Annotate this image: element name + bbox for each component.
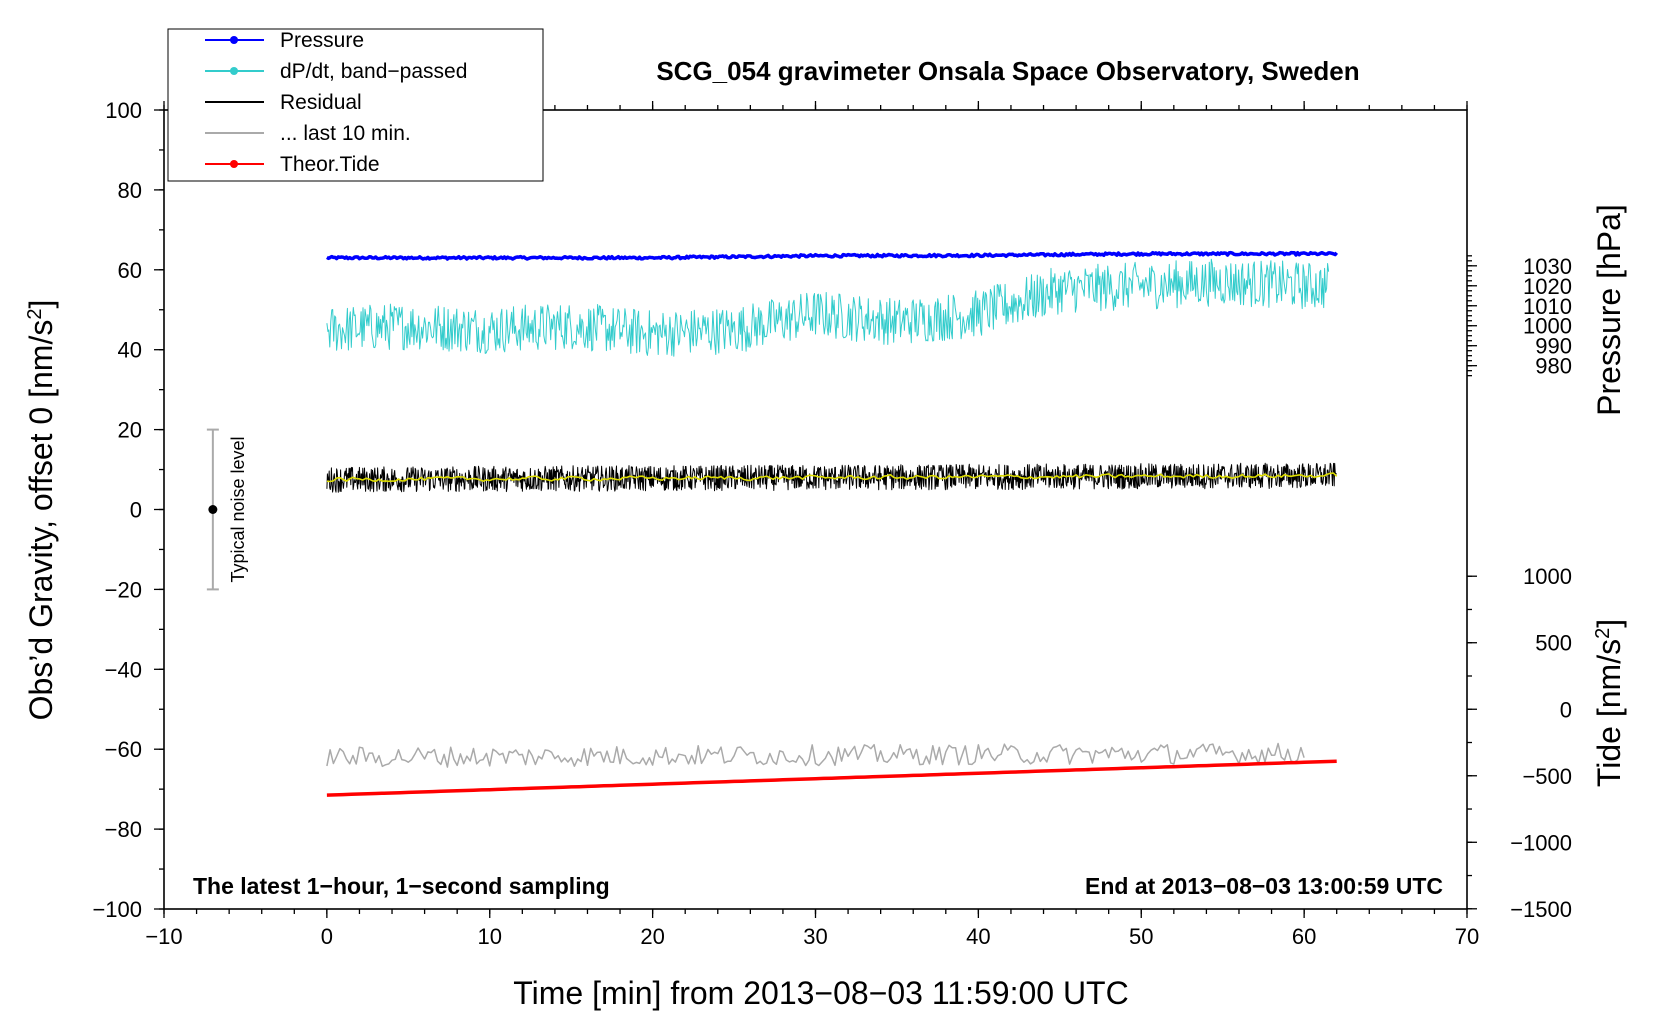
residual-smoothed-series	[326, 472, 1338, 483]
x-tick-label: −10	[145, 924, 182, 949]
legend-label: Pressure	[280, 29, 364, 52]
pressure-tick-label: 1000	[1523, 314, 1572, 339]
note-end-time: End at 2013−08−03 13:00:59 UTC	[1085, 873, 1443, 899]
series-group	[206, 250, 1339, 797]
tide-tick-label: −500	[1522, 764, 1572, 789]
y-axis-title: Obs’d Gravity, offset 0 [nm/s2]	[23, 300, 59, 721]
y-tick-label: 40	[118, 338, 142, 363]
legend-label: Residual	[280, 91, 362, 114]
tide-tick-label: −1000	[1510, 830, 1572, 855]
x-tick-label: 40	[966, 924, 990, 949]
pressure-tick-label: 1020	[1523, 274, 1572, 299]
pressure-tick-label: 990	[1535, 334, 1572, 359]
note-sampling: The latest 1−hour, 1−second sampling	[193, 873, 610, 899]
pressure-series	[326, 250, 1339, 261]
y-tick-label: −40	[105, 657, 142, 682]
legend-box	[167, 28, 544, 182]
pressure-tick-label: 1030	[1523, 254, 1572, 279]
x-tick-label: 20	[640, 924, 664, 949]
tide-axis-title: Tide [nm/s2]	[1591, 619, 1627, 787]
x-tick-label: 50	[1129, 924, 1153, 949]
noise-bar-label: Typical noise level	[228, 436, 248, 582]
legend-marker	[230, 67, 238, 75]
last-10-min-series	[326, 742, 1305, 768]
x-tick-label: 10	[478, 924, 502, 949]
y-tick-label: 20	[118, 418, 142, 443]
x-tick-label: 30	[803, 924, 827, 949]
y-tick-label: −100	[92, 897, 142, 922]
tide-tick-label: 0	[1560, 697, 1572, 722]
y-tick-label: 80	[118, 178, 142, 203]
legend-label: ... last 10 min.	[280, 122, 411, 145]
x-axis-title: Time [min] from 2013−08−03 11:59:00 UTC	[513, 975, 1128, 1011]
y-tick-label: −80	[105, 817, 142, 842]
y-tick-label: 60	[118, 258, 142, 283]
legend-marker	[230, 160, 238, 168]
tide-tick-label: −1500	[1510, 897, 1572, 922]
legend: Pressure dP/dt, band−passed Residual ... la…	[167, 28, 544, 182]
noise-bar-dot	[208, 505, 218, 514]
y-tick-label: −60	[105, 737, 142, 762]
legend-label: Theor.Tide	[280, 153, 380, 176]
dpdt-series	[326, 258, 1330, 357]
theor-tide-series	[326, 759, 1337, 797]
tide-tick-label: 500	[1535, 631, 1572, 656]
y-tick-label: 0	[130, 498, 142, 523]
y-tick-label: −20	[105, 577, 142, 602]
pressure-axis-title: Pressure [hPa]	[1591, 204, 1627, 416]
pressure-tick-label: 980	[1535, 354, 1572, 379]
y-tick-label: 100	[105, 98, 142, 123]
text-group: SCG_054 gravimeter Onsala Space Observat…	[23, 56, 1627, 1011]
pressure-tick-label: 1010	[1523, 294, 1572, 319]
x-tick-label: 60	[1292, 924, 1316, 949]
plot-frame	[163, 109, 1468, 910]
x-tick-label: 0	[321, 924, 333, 949]
tide-tick-label: 1000	[1523, 564, 1572, 589]
chart-title: SCG_054 gravimeter Onsala Space Observat…	[656, 56, 1359, 86]
residual-series	[326, 462, 1337, 493]
legend-label: dP/dt, band−passed	[280, 60, 467, 83]
legend-marker	[230, 36, 238, 44]
x-tick-label: 70	[1455, 924, 1479, 949]
